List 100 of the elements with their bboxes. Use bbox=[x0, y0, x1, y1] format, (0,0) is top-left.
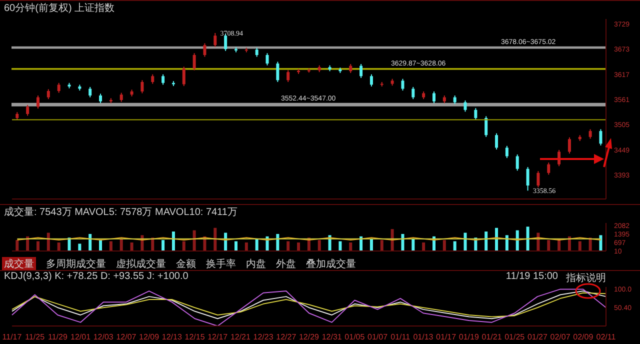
line-series bbox=[12, 288, 606, 326]
x-tick-label: 12/21 bbox=[230, 332, 252, 342]
candlestick bbox=[57, 82, 60, 94]
chart-title: 60分钟(前复权) 上证指数 bbox=[4, 2, 115, 15]
bar bbox=[318, 240, 321, 251]
candlestick bbox=[547, 162, 550, 176]
candlestick bbox=[474, 108, 478, 120]
x-tick-label: 12/15 bbox=[184, 332, 206, 342]
bar bbox=[36, 241, 40, 251]
bar bbox=[214, 228, 217, 251]
text: 内盘 bbox=[246, 258, 266, 271]
x-tick-label: 01/27 bbox=[527, 332, 548, 342]
x-tick-label: 01/19 bbox=[458, 332, 480, 342]
candlestick bbox=[588, 128, 592, 140]
x-tick-label: 11/29 bbox=[48, 332, 68, 342]
candlestick bbox=[505, 145, 508, 159]
bar bbox=[130, 242, 134, 251]
bar bbox=[547, 240, 550, 251]
bar bbox=[453, 241, 456, 251]
candlestick bbox=[266, 52, 269, 66]
bar bbox=[109, 241, 112, 251]
bar bbox=[276, 234, 280, 251]
candlestick bbox=[88, 86, 92, 98]
candlestick bbox=[162, 74, 165, 86]
bar bbox=[505, 235, 508, 251]
x-tick-label: 02/07 bbox=[550, 332, 571, 342]
candlestick bbox=[140, 80, 144, 94]
bar bbox=[16, 240, 19, 251]
candlestick bbox=[203, 42, 206, 58]
x-tick-label: 01/21 bbox=[482, 332, 502, 342]
candlestick bbox=[192, 52, 196, 71]
bar bbox=[526, 226, 530, 251]
bar bbox=[412, 238, 415, 251]
bar bbox=[182, 241, 186, 251]
x-tick-label: 12/03 bbox=[93, 332, 114, 342]
bar bbox=[297, 242, 300, 251]
candlestick bbox=[412, 86, 415, 100]
candlestick bbox=[599, 128, 602, 146]
x-tick-label: 12/09 bbox=[139, 332, 160, 342]
bar bbox=[255, 238, 258, 251]
x-tick-label: 01/13 bbox=[413, 332, 434, 342]
bar bbox=[338, 241, 342, 251]
x-tick-label: 12/27 bbox=[276, 332, 297, 342]
x-tick-label: 12/23 bbox=[253, 332, 274, 342]
candlestick bbox=[214, 32, 217, 48]
candlestick bbox=[99, 93, 102, 104]
bar bbox=[380, 240, 384, 251]
text: 换手率 bbox=[206, 258, 236, 271]
x-tick-label: 11/17 bbox=[2, 332, 22, 342]
x-tick-label: 12/29 bbox=[298, 332, 320, 342]
bar bbox=[286, 241, 290, 251]
bar bbox=[88, 234, 92, 251]
candlestick bbox=[401, 78, 404, 92]
bar bbox=[422, 242, 426, 251]
candlestick bbox=[516, 154, 519, 172]
candlestick bbox=[568, 136, 571, 154]
x-tick-label: 01/05 bbox=[344, 332, 366, 342]
bar bbox=[234, 241, 238, 251]
bar bbox=[172, 232, 175, 251]
x-tick-label: 01/07 bbox=[368, 332, 388, 342]
x-tick-label: 12/01 bbox=[70, 332, 92, 342]
x-tick-label: 01/11 bbox=[390, 332, 411, 342]
candlestick bbox=[36, 95, 40, 110]
bar bbox=[192, 230, 196, 251]
candlestick bbox=[536, 170, 540, 188]
bar bbox=[57, 242, 60, 251]
candlestick bbox=[370, 74, 373, 87]
x-tick-label: 11/25 bbox=[25, 332, 46, 342]
bar bbox=[78, 244, 82, 251]
x-tick-label: 12/07 bbox=[116, 332, 137, 342]
chart-title: KDJ(9,3,3) K: +78.25 D: +93.55 J: +100.0 bbox=[4, 271, 188, 282]
x-tick-label: 02/11 bbox=[596, 332, 616, 342]
text: 外盘 bbox=[276, 258, 296, 271]
text: 指标说明 bbox=[566, 272, 606, 285]
bar bbox=[99, 240, 102, 251]
text: 成交量 bbox=[2, 257, 36, 271]
candlestick bbox=[484, 116, 488, 138]
bar bbox=[120, 238, 123, 251]
bar bbox=[162, 240, 165, 251]
text: 多周期成交量 bbox=[46, 258, 106, 271]
candlestick bbox=[495, 132, 498, 150]
bar bbox=[244, 242, 248, 251]
x-tick-label: 12/31 bbox=[322, 332, 342, 342]
candlestick bbox=[286, 70, 290, 82]
bar bbox=[46, 232, 50, 251]
bar bbox=[578, 241, 582, 251]
bar bbox=[484, 232, 488, 251]
text: 虚拟成交量 bbox=[116, 258, 166, 271]
bar bbox=[442, 240, 446, 251]
text: 叠加成交量 bbox=[306, 258, 356, 271]
text: 金额 bbox=[176, 258, 196, 271]
bar bbox=[349, 242, 352, 251]
x-tick-label: 02/09 bbox=[573, 332, 594, 342]
x-tick-label: 12/17 bbox=[208, 332, 228, 342]
bar bbox=[401, 234, 404, 251]
candlestick bbox=[360, 64, 363, 78]
candlestick bbox=[151, 74, 154, 84]
candlestick bbox=[46, 88, 50, 100]
candlestick bbox=[26, 104, 30, 116]
candlestick bbox=[432, 90, 436, 104]
